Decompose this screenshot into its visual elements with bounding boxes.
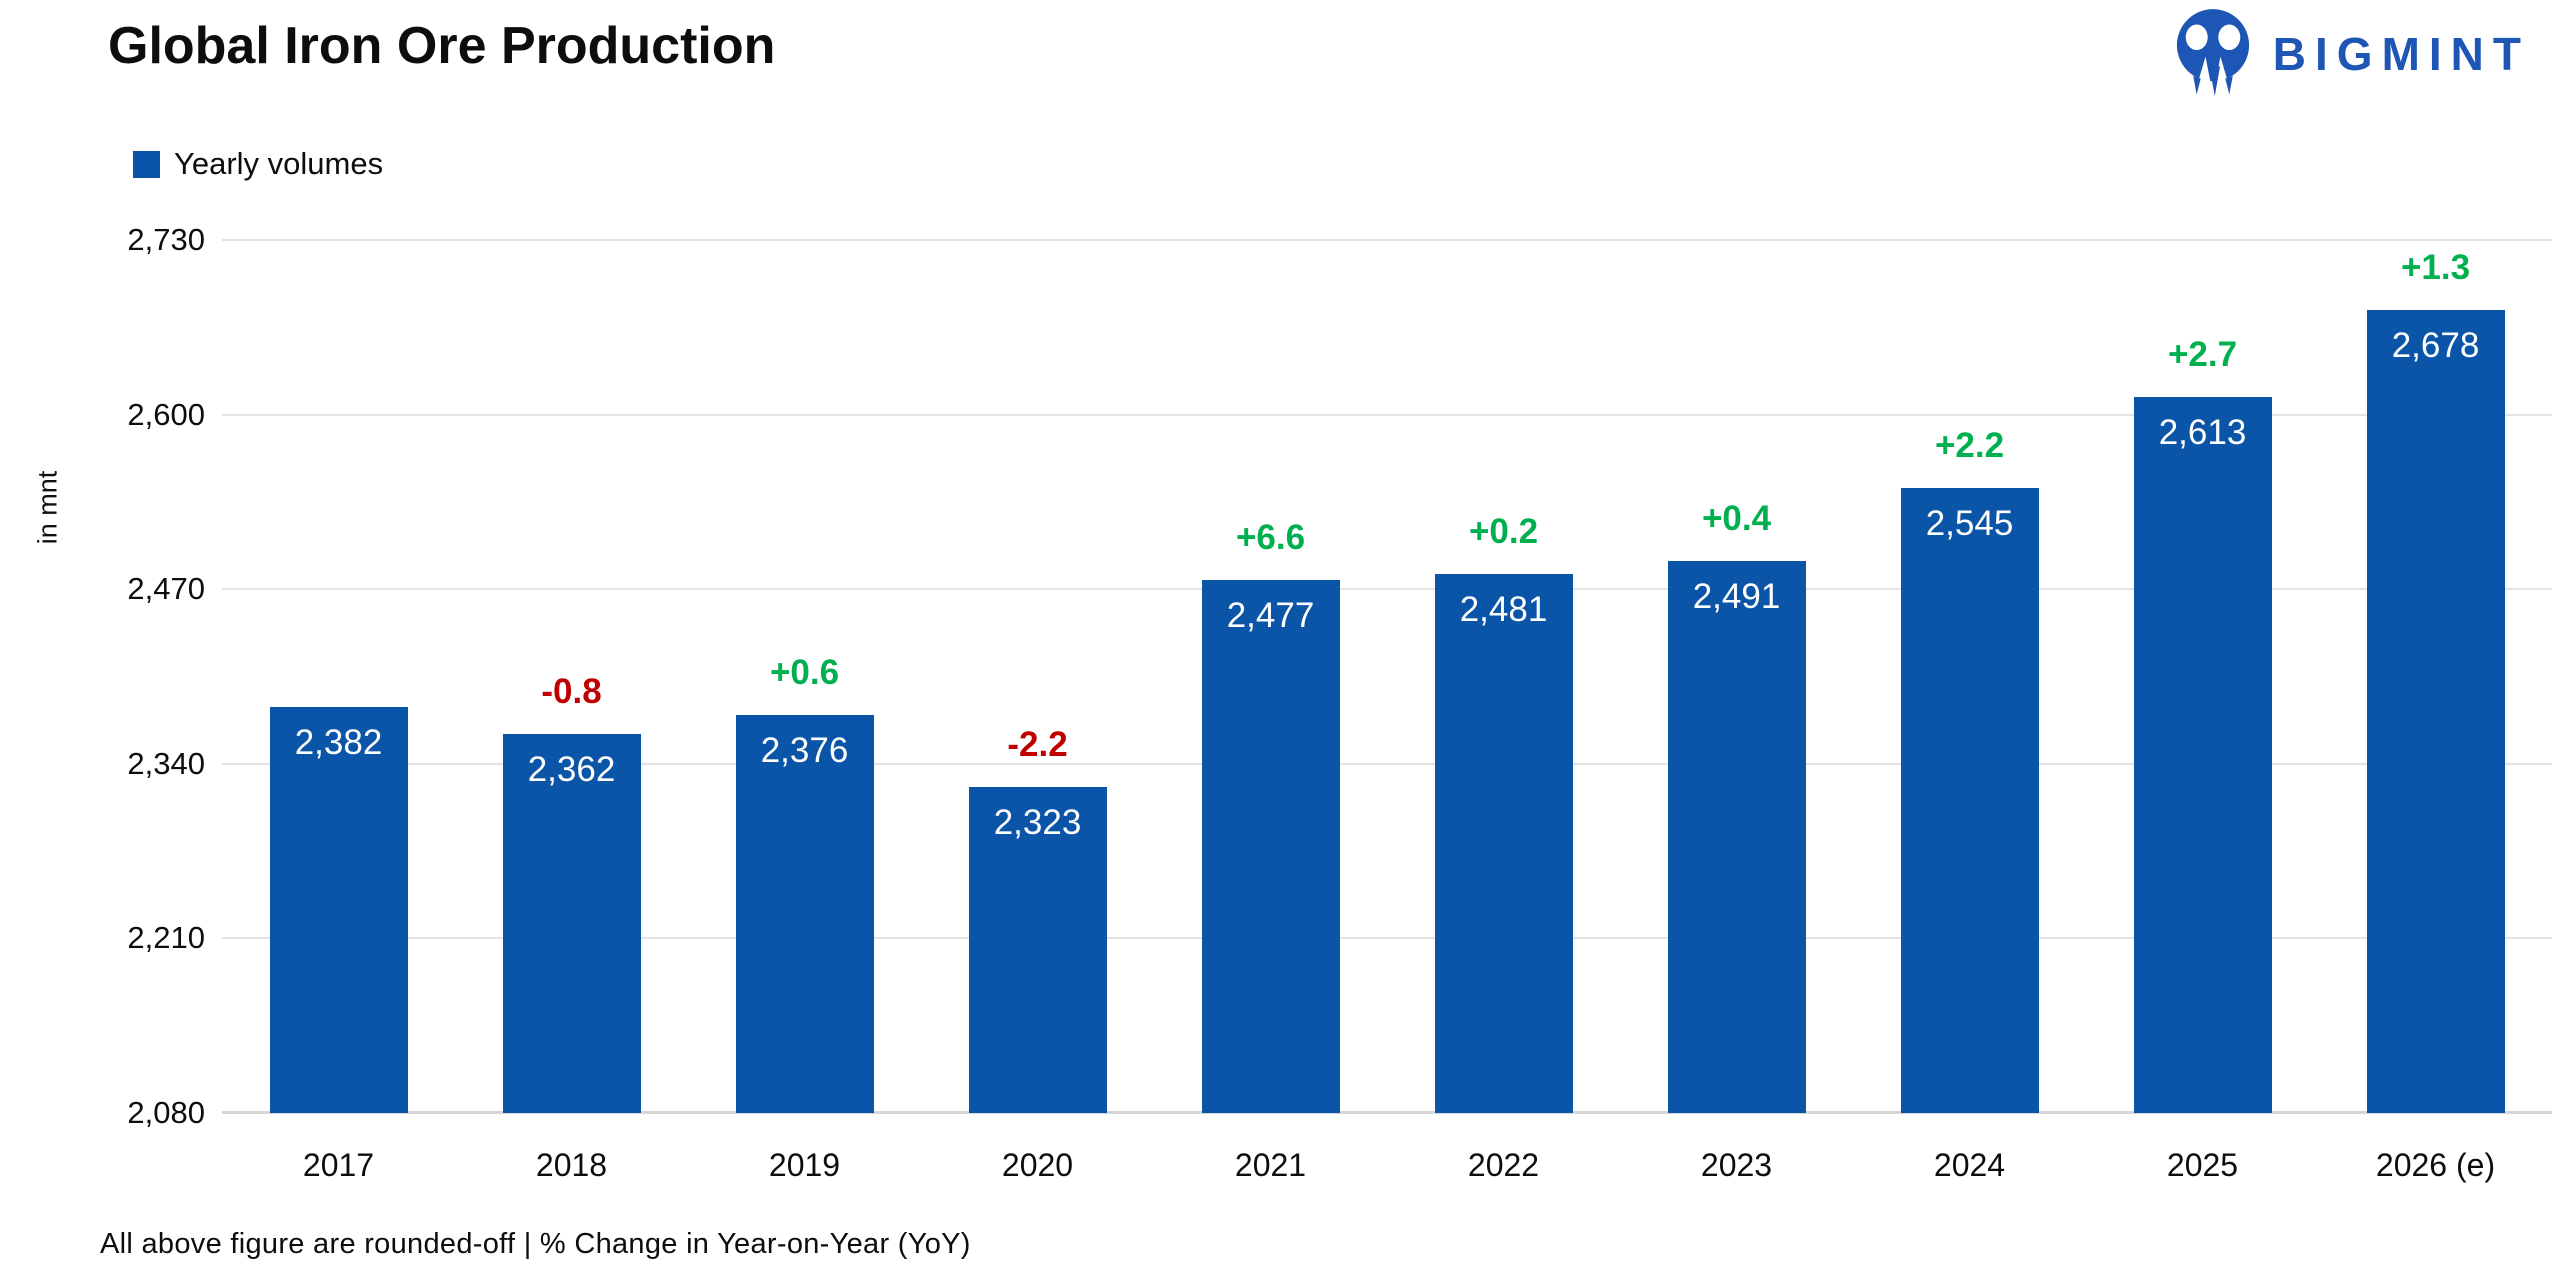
- bar-2017: 2,382: [269, 707, 408, 1113]
- bar-slot: 2,545 +2.2: [1853, 240, 2086, 1113]
- x-tick-label: 2023: [1700, 1147, 1773, 1183]
- x-tick-label: 2021: [1234, 1147, 1307, 1183]
- yoy-change-label: +0.4: [1701, 499, 1772, 538]
- y-tick-label: 2,210: [127, 920, 205, 956]
- bar-value-label: 2,491: [1692, 577, 1781, 616]
- y-tick-label: 2,080: [127, 1095, 205, 1130]
- y-tick-label: 2,600: [127, 396, 205, 432]
- yoy-change-label: +6.6: [1235, 517, 1306, 557]
- bar-slot: 2,323 -2.2: [921, 240, 1154, 1113]
- brand-wordmark: BIGMINT: [2272, 28, 2530, 80]
- y-tick-label: 2,340: [127, 745, 205, 781]
- bar-slot: 2,362 -0.8: [455, 240, 688, 1113]
- bar-slot: 2,613 +2.7: [2086, 240, 2319, 1113]
- bar-2019: 2,376 +0.6: [735, 653, 874, 1113]
- x-tick-label: 2019: [768, 1147, 841, 1183]
- gridline: [222, 937, 2552, 940]
- bar-value-label: 2,376: [760, 731, 849, 771]
- yoy-change-label: +0.6: [769, 653, 840, 693]
- yoy-change-label: +1.3: [2400, 247, 2471, 287]
- bar-2020: 2,323 -2.2: [968, 725, 1107, 1113]
- bar-value-label: 2,323: [993, 802, 1082, 842]
- bar-value-label: 2,545: [1925, 504, 2014, 544]
- bar-2022: 2,481 +0.2: [1434, 512, 1573, 1113]
- bar-value-label: 2,477: [1226, 595, 1315, 635]
- bar-2026e: 2,678 +1.3: [2366, 248, 2505, 1113]
- brand-logo: BIGMINT: [2169, 8, 2530, 100]
- bigmint-monster-icon: [2169, 8, 2257, 100]
- yoy-change-label: -2.2: [1007, 724, 1068, 764]
- bar-value-label: 2,613: [2158, 413, 2247, 453]
- gridline: [222, 762, 2552, 765]
- y-tick-label: 2,470: [127, 571, 205, 607]
- gridline: [222, 239, 2552, 241]
- gridline: [222, 413, 2552, 416]
- legend-label: Yearly volumes: [174, 146, 384, 181]
- bar-value-label: 2,481: [1459, 590, 1548, 630]
- x-tick-label: 2018: [535, 1147, 608, 1183]
- yoy-change-label: +2.7: [2167, 335, 2238, 375]
- bar-2021: 2,477 +6.6: [1201, 518, 1340, 1113]
- bar-slot: 2,382: [222, 240, 455, 1113]
- bar-slot: 2,376 +0.6: [688, 240, 921, 1113]
- bar-slot: 2,678 +1.3: [2319, 240, 2552, 1113]
- legend: Yearly volumes: [133, 146, 383, 182]
- yoy-change-label: -0.8: [541, 672, 602, 712]
- bar-value-label: 2,678: [2391, 325, 2480, 365]
- gridline: [222, 588, 2552, 591]
- x-tick-label: 2026 (e): [2375, 1147, 2496, 1183]
- y-axis-label: in mnt: [32, 470, 63, 545]
- x-tick-label: 2025: [2166, 1147, 2239, 1183]
- yoy-change-label: +0.2: [1468, 512, 1539, 552]
- bar-2018: 2,362 -0.8: [502, 672, 641, 1113]
- legend-swatch: [133, 150, 160, 178]
- plot-area: 2,080 2,210 2,340 2,470 2,600 2,730 2,382 2017 2…: [127, 222, 2552, 1183]
- bar-value-label: 2,362: [527, 750, 616, 790]
- bar-value-label: 2,382: [294, 723, 383, 763]
- x-axis-line: [222, 1111, 2552, 1114]
- bar-2023: 2,491 +0.4: [1667, 499, 1806, 1113]
- x-tick-label: 2022: [1467, 1147, 1540, 1183]
- x-tick-label: 2017: [302, 1147, 375, 1183]
- y-tick-label: 2,730: [127, 222, 205, 257]
- bar-slot: 2,481 +0.2: [1387, 240, 1620, 1113]
- yoy-change-label: +2.2: [1934, 426, 2005, 466]
- x-tick-label: 2024: [1933, 1147, 2006, 1183]
- footnote: All above figure are rounded-off | % Cha…: [100, 1228, 971, 1260]
- bar-2024: 2,545 +2.2: [1900, 426, 2039, 1113]
- bar-slot: 2,477 +6.6: [1154, 240, 1387, 1113]
- chart-title: Global Iron Ore Production: [108, 17, 776, 75]
- bar-slot: 2,491 +0.4: [1620, 240, 1853, 1113]
- bar-2025: 2,613 +2.7: [2133, 335, 2272, 1113]
- x-tick-label: 2020: [1001, 1147, 1074, 1183]
